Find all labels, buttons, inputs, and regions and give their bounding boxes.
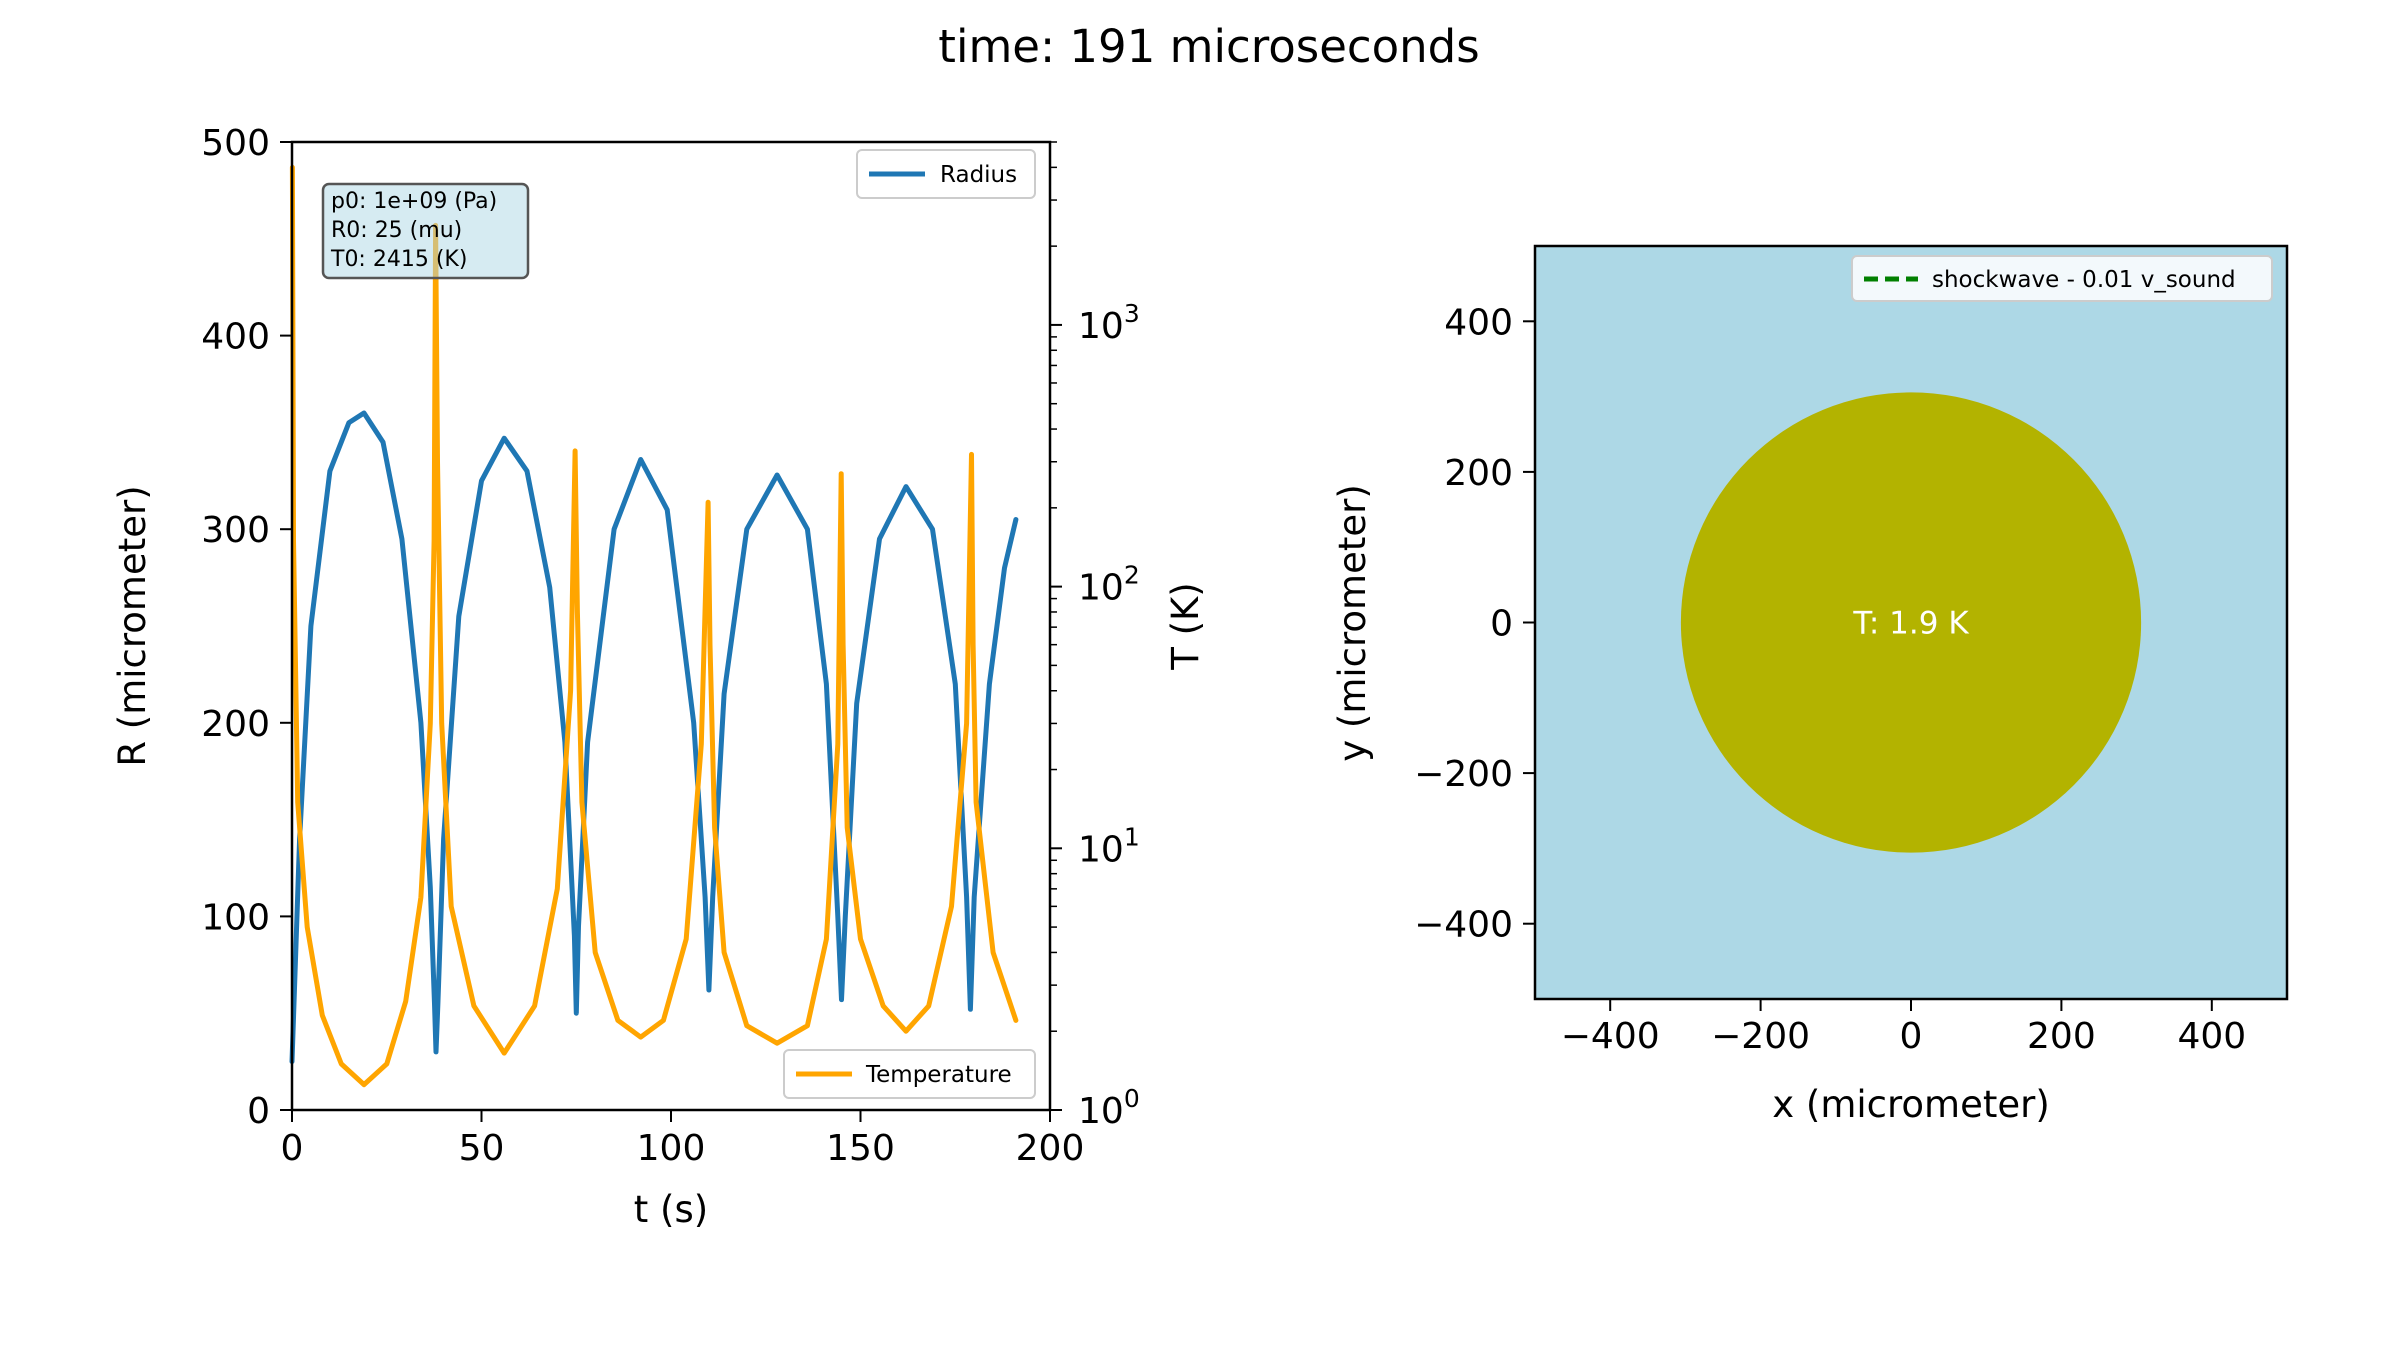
y-right-tick-label: 100 [1078,1084,1140,1132]
x-tick-label: 50 [459,1128,505,1169]
parameters-box [321,182,530,280]
x-tick-label: −200 [1711,1016,1810,1057]
x-tick-label: 0 [281,1128,304,1169]
bubble-temperature-label: T: 1.9 K [1852,606,1969,642]
legend-temperature [783,1049,1036,1099]
tick-exponent: 1 [1124,822,1140,851]
x-axis-label: x (micrometer) [1772,1083,2050,1126]
y-tick-label: 400 [1444,302,1513,343]
x-tick-label: 200 [2027,1016,2096,1057]
y-right-tick-label: 103 [1078,299,1140,347]
y-tick-label: 0 [247,1091,270,1132]
legend-temperature-label: Temperature [865,1062,1012,1088]
y-right-tick-label: 102 [1078,561,1140,609]
legend-radius-label: Radius [940,162,1017,188]
tick-exponent: 2 [1124,561,1140,590]
series-line-radius [289,410,1019,1065]
y-tick-label: 200 [201,704,270,745]
y-tick-label: 500 [201,123,270,164]
x-tick-label: −400 [1561,1016,1660,1057]
parameters-line: R0: 25 (mu) [331,218,462,243]
y-right-axis-label: T (K) [1164,582,1207,671]
parameters-line: T0: 2415 (K) [330,247,467,272]
y-axis-label: R (micrometer) [111,485,154,766]
x-axis-label: t (s) [634,1188,708,1231]
legend-radius [856,149,1036,199]
y-right-tick-label: 101 [1078,822,1140,870]
tick-base: 10 [1078,568,1124,609]
y-tick-label: 0 [1490,604,1513,645]
y-axis-label: y (micrometer) [1331,484,1374,762]
y-tick-label: −200 [1414,754,1513,795]
y-tick-label: 300 [201,510,270,551]
y-tick-label: 400 [201,317,270,358]
x-tick-label: 400 [2177,1016,2246,1057]
time-series-chart: 0 50 100 150 2000100200300400500100101102103… [111,123,1207,1231]
bubble-circle [1680,392,2142,853]
y-tick-label: −400 [1414,905,1513,946]
series-line-temperature [289,164,1019,1088]
tick-base: 10 [1078,829,1124,870]
tick-base: 10 [1078,1091,1124,1132]
y-tick-label: 200 [1444,453,1513,494]
tick-exponent: 0 [1124,1084,1140,1113]
x-tick-label: 150 [826,1128,895,1169]
x-tick-label: 100 [637,1128,706,1169]
x-tick-label: 200 [1016,1128,1085,1169]
figure-title: time: 191 microseconds [938,20,1479,73]
legend-shockwave-label: shockwave - 0.01 v_sound [1932,267,2236,293]
y-tick-label: 100 [201,897,270,938]
parameters-line: p0: 1e+09 (Pa) [331,189,497,214]
bubble-map-chart: T: 1.9 K −400 −200 0 200 400 −400 −200 0 200 400 x … [1331,244,2289,1126]
x-tick-label: 0 [1900,1016,1923,1057]
tick-exponent: 3 [1124,299,1140,328]
legend-shockwave [1851,255,2273,302]
tick-base: 10 [1078,306,1124,347]
